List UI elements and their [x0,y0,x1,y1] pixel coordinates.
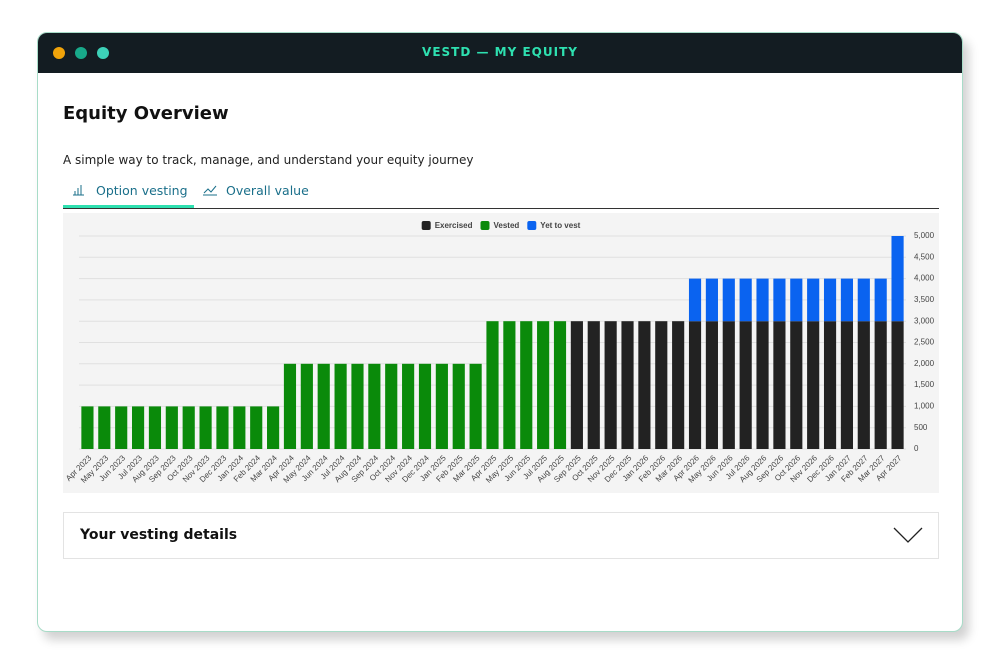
y-tick-label: 500 [914,423,928,432]
bar-segment [688,278,702,322]
bar-segment [131,406,145,449]
tab-option-vesting[interactable]: Option vesting [96,183,188,198]
expand-chevron[interactable] [893,526,923,544]
bar-segment [233,406,246,449]
bar-segment [402,363,415,449]
title-bar: VESTD — MY EQUITY [38,33,962,73]
active-tab-indicator [63,205,194,208]
bar-segment [148,406,162,449]
y-tick-label: 0 [914,444,919,453]
legend-label: Vested [494,221,520,230]
bar-segment [756,321,769,449]
bar-segment [874,278,887,322]
minimize-button[interactable] [75,47,87,59]
bar-segment [182,406,195,449]
window-title: VESTD — MY EQUITY [422,45,578,59]
bar-segment [672,321,685,449]
bar-segment [891,236,904,322]
tab-icon [73,185,84,196]
bar-segment [638,321,651,449]
bar-segment [98,406,111,449]
bar-segment [520,321,533,449]
bar-segment [199,406,212,449]
bar-segment [486,321,499,449]
bar-segment [604,321,617,449]
bar-segment [300,363,313,449]
bar-segment [317,363,330,449]
y-tick-label: 1,000 [914,402,935,411]
bar-segment [823,321,837,449]
bar-segment [705,278,718,322]
bar-segment [469,363,482,449]
bar-segment [250,406,263,449]
bar-segment [756,278,769,322]
tab-icon [203,185,217,196]
bar-segment [840,278,854,322]
bar-segment [452,363,465,449]
legend-swatch [480,221,490,230]
bar-segment [115,406,128,449]
chart: 0 500 1,000 1,500 2,000 2,500 3,000 3,500 4,000 4… [63,213,939,493]
bar-segment [503,321,516,449]
y-tick-label: 2,000 [914,359,935,368]
bar-segment [773,278,786,322]
bar-segment [81,406,94,449]
bar-segment [722,278,735,322]
details-title: Your vesting details [80,527,238,543]
subtitle: A simple way to track, manage, and under… [63,153,474,167]
bar-segment [739,321,752,449]
bar-segment [688,321,702,449]
bar-segment [840,321,854,449]
bar-segment [823,278,837,322]
bar-segment [891,321,904,449]
y-tick-label: 3,500 [914,295,935,304]
legend-label: Yet to vest [540,221,580,230]
legend-swatch [421,221,431,230]
tab-bar: Option vesting Overall value [63,181,939,209]
bar-segment [722,321,735,449]
legend-swatch [527,221,537,230]
bar-segment [385,363,398,449]
y-tick-label: 3,000 [914,316,935,325]
bar-segment [790,278,803,322]
bar-segment [587,321,600,449]
bar-segment [334,363,347,449]
vesting-details-panel[interactable]: Your vesting details [63,512,939,559]
app-window: VESTD — MY EQUITY Equity Overview A simp… [37,32,963,632]
bar-segment [857,278,870,322]
close-button[interactable] [53,47,65,59]
bar-segment [368,363,381,449]
bar-segment [553,321,567,449]
bar-segment [418,363,432,449]
bar-segment [773,321,786,449]
bar-segment [267,406,280,449]
y-tick-label: 5,000 [914,231,935,240]
y-tick-label: 1,500 [914,380,935,389]
bar-segment [739,278,752,322]
legend-label: Exercised [435,221,473,230]
bar-segment [283,363,297,449]
bar-segment [807,278,820,322]
bar-segment [655,321,668,449]
bar-segment [874,321,887,449]
bar-segment [857,321,870,449]
bar-segment [790,321,803,449]
bar-segment [537,321,550,449]
y-tick-label: 4,000 [914,274,935,283]
bar-segment [807,321,820,449]
bar-segment [705,321,718,449]
bar-segment [621,321,634,449]
bar-segment [570,321,583,449]
tab-overall-value[interactable]: Overall value [226,183,309,198]
page-title: Equity Overview [63,103,229,124]
maximize-button[interactable] [97,47,109,59]
bar-segment [351,363,364,449]
y-tick-label: 2,500 [914,338,935,347]
bar-segment [165,406,178,449]
bar-segment [435,363,448,449]
y-tick-label: 4,500 [914,252,935,261]
bar-segment [216,406,229,449]
